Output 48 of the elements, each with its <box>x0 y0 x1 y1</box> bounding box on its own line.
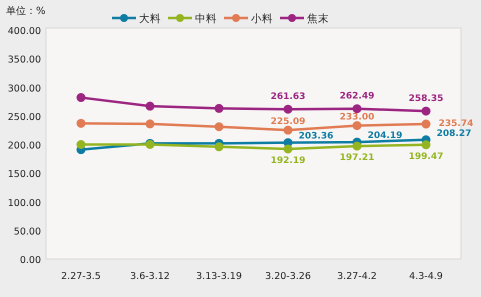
point <box>284 126 292 135</box>
data-label: 199.47 <box>408 152 444 162</box>
legend-label: 大料 <box>139 12 161 25</box>
point <box>76 118 86 128</box>
data-label: 258.35 <box>408 94 444 104</box>
point <box>214 104 224 113</box>
point <box>422 120 430 129</box>
y-axis-title: 单位：% <box>6 5 46 17</box>
x-tick-label: 3.27-4.2 <box>337 271 377 282</box>
x-tick-label: 3.13-3.19 <box>196 271 242 282</box>
y-tick-label: 200.00 <box>8 140 41 152</box>
y-tick-label: 250.00 <box>8 112 41 123</box>
y-tick-label: 300.00 <box>8 83 41 94</box>
data-label: 203.36 <box>298 132 334 142</box>
point <box>146 102 154 111</box>
y-tick-label: 100.00 <box>8 198 41 209</box>
data-label: 192.19 <box>270 156 306 166</box>
data-label: 197.21 <box>340 153 374 164</box>
x-tick-label: 3.6-3.12 <box>130 271 170 282</box>
x-tick-label: 2.27-3.5 <box>61 271 101 282</box>
point <box>284 104 292 114</box>
point <box>214 122 224 132</box>
point <box>76 93 86 102</box>
y-tick-label: 400.00 <box>8 26 41 37</box>
legend-label: 中料 <box>195 12 217 25</box>
point <box>422 106 430 116</box>
y-tick-label: 0.00 <box>20 255 41 266</box>
data-label: 233.00 <box>340 112 374 123</box>
y-tick-label: 50.00 <box>14 226 41 238</box>
data-label: 261.63 <box>270 92 306 102</box>
point <box>146 119 154 128</box>
data-label: 235.74 <box>438 119 474 130</box>
data-label: 208.27 <box>436 128 472 139</box>
point <box>352 142 362 151</box>
point <box>352 121 362 130</box>
x-tick-label: 4.3-4.9 <box>409 271 443 282</box>
point <box>422 140 430 150</box>
x-tick-label: 3.20-3.26 <box>265 271 311 282</box>
data-label: 204.19 <box>368 131 402 142</box>
point <box>284 144 292 154</box>
legend-label: 焦末 <box>307 12 329 25</box>
data-label: 262.49 <box>340 92 374 102</box>
point <box>214 142 224 152</box>
data-label: 225.09 <box>270 117 306 128</box>
legend-label: 小料 <box>251 12 273 25</box>
point <box>76 140 86 149</box>
y-tick-label: 150.00 <box>8 169 41 180</box>
y-tick-label: 350.00 <box>8 54 41 66</box>
